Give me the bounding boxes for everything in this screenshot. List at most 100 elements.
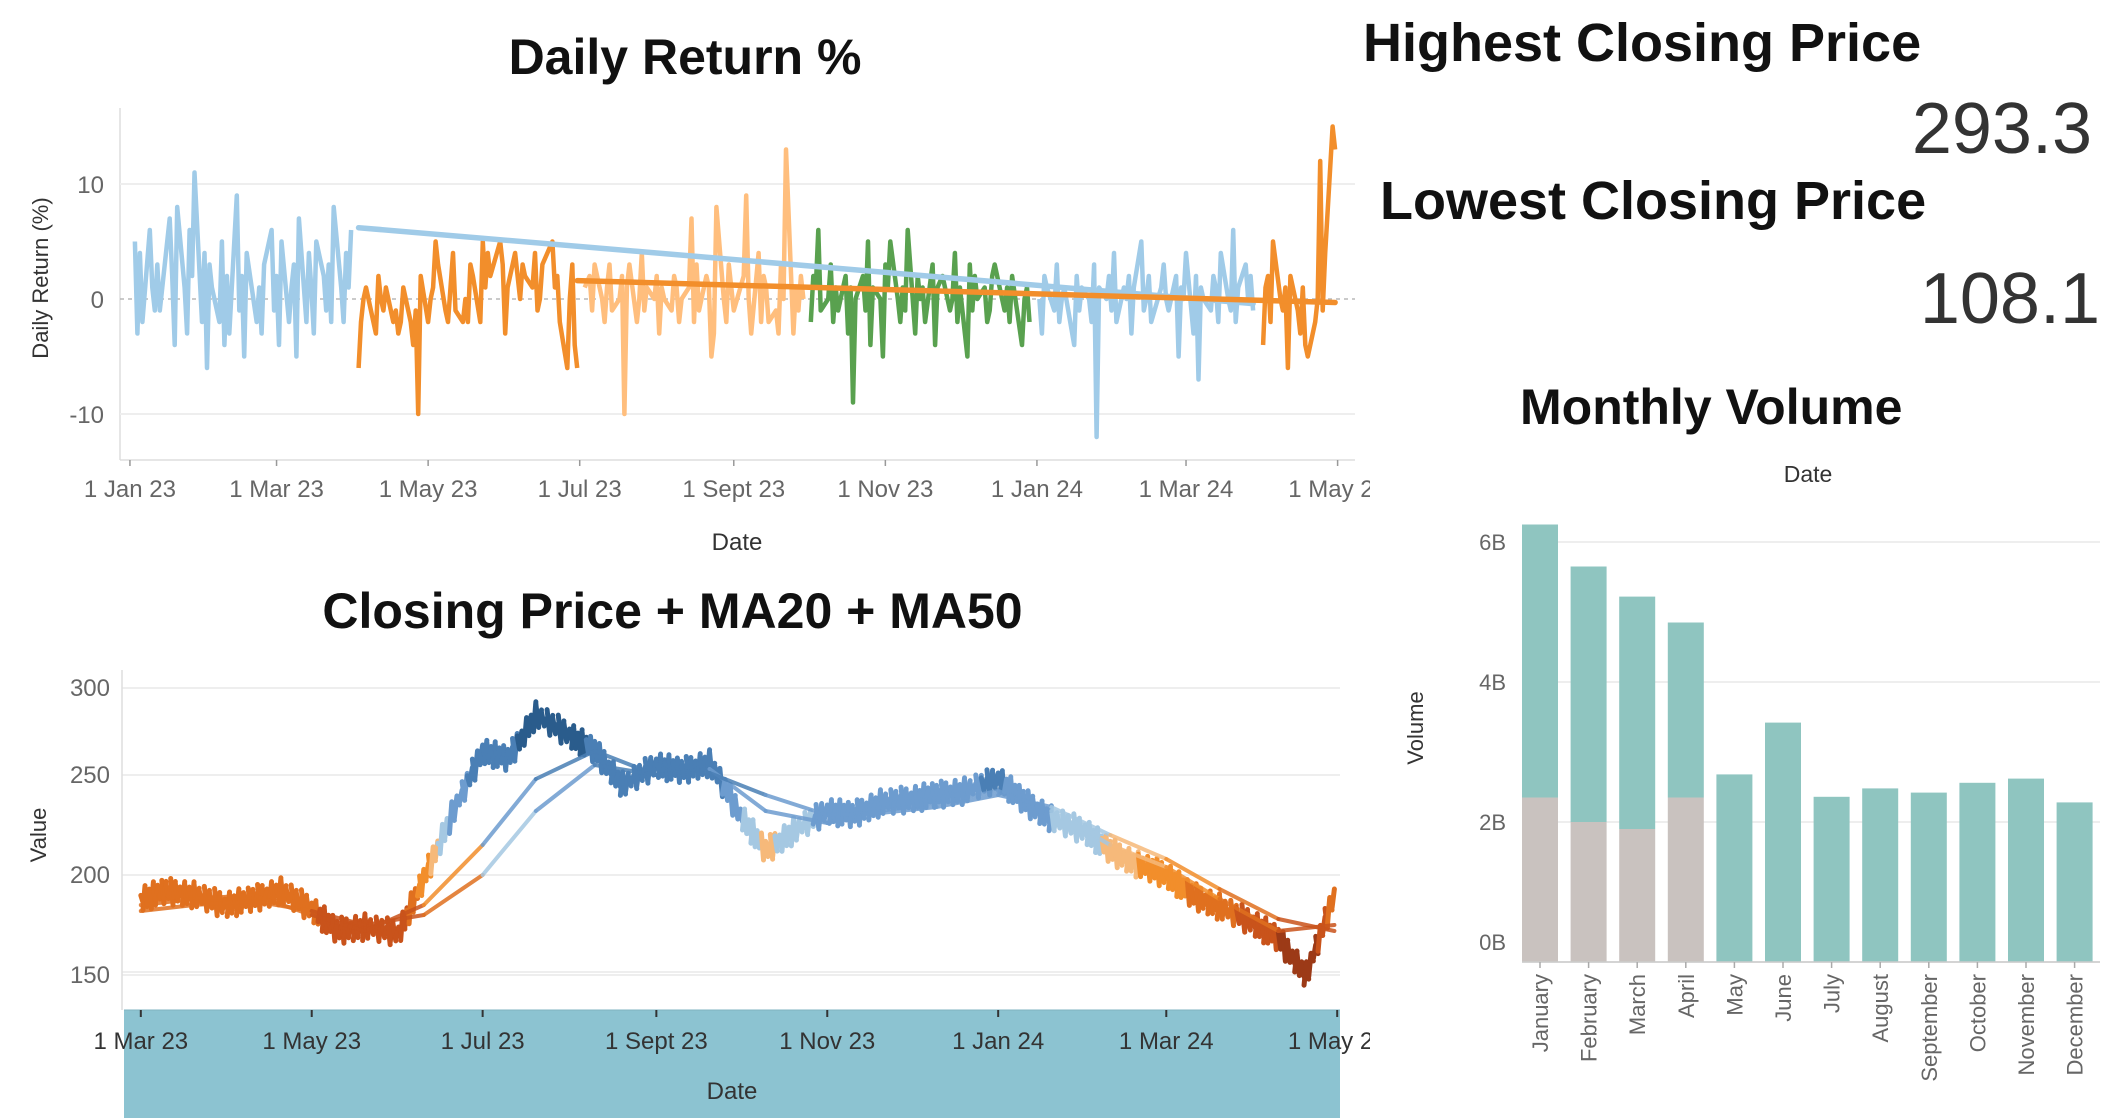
volume-bar-segment <box>1570 822 1607 962</box>
highest-closing-price-value: 293.3 <box>1911 89 2092 169</box>
ma50-segment <box>1276 917 1337 933</box>
volume-bar-segment <box>1667 797 1704 962</box>
return-series-line <box>1037 227 1256 440</box>
x-tick-label: 1 Jan 24 <box>991 476 1083 503</box>
y-axis-title: Value <box>26 808 51 863</box>
return-chart-title: Daily Return % <box>508 29 862 85</box>
return-series-line <box>132 170 354 371</box>
ma20-segment <box>533 749 597 781</box>
ma20-segment <box>192 893 255 901</box>
month-label: August <box>1868 974 1893 1043</box>
x-axis-band <box>124 1010 1340 1118</box>
highest-closing-price-label: Highest Closing Price <box>1363 13 1922 73</box>
volume-bar <box>2008 778 2044 962</box>
return-series-line <box>808 227 1032 405</box>
price-chart-panel: Closing Price + MA20 + MA50 300 250 200 … <box>0 560 1370 1118</box>
volume-bar <box>1765 722 1801 962</box>
ma20-segment <box>480 777 538 847</box>
return-series-line <box>1260 124 1338 371</box>
ma50-segment <box>480 809 538 877</box>
x-axis-title: Date <box>707 1078 758 1105</box>
return-trend-line <box>574 277 1338 306</box>
y-axis-title: Daily Return (%) <box>28 197 53 358</box>
month-label: January <box>1528 974 1553 1052</box>
ma50-segment <box>1108 833 1169 861</box>
ma20-segment <box>878 801 939 813</box>
ma20-segment <box>138 897 197 907</box>
return-trend-line <box>355 224 1256 307</box>
y-tick-label: 300 <box>70 675 110 702</box>
ma50-segment <box>1049 805 1113 837</box>
ma20-segment <box>763 809 830 825</box>
volume-chart-panel: Monthly Volume Date Volume 6B 4B 2B 0B J… <box>1370 370 2104 1118</box>
ma20-segment <box>1217 897 1281 933</box>
ma50-segment <box>934 793 1001 809</box>
ma50-segment <box>1164 857 1222 891</box>
return-series-line <box>356 239 580 417</box>
x-tick-label: 1 May 23 <box>379 476 478 503</box>
x-tick-label: 1 Sept 23 <box>605 1028 708 1055</box>
ma50-segment <box>362 913 426 927</box>
volume-bar <box>1959 782 1996 962</box>
ma50-segment <box>533 763 597 813</box>
y-tick-label: 10 <box>77 172 104 199</box>
volume-bar <box>1667 622 1704 798</box>
month-label: April <box>1674 974 1699 1018</box>
return-chart: 10 0 -10 Daily Return (%) 1 Jan 23 1 Mar … <box>28 108 1370 556</box>
month-label: December <box>2063 974 2088 1075</box>
ma50-segment <box>707 771 768 797</box>
ma20-segment <box>309 913 367 933</box>
ma50-segment <box>421 873 485 917</box>
volume-chart: Date Volume 6B 4B 2B 0B January February M… <box>1403 461 2100 1082</box>
y-tick-label: 150 <box>70 962 110 989</box>
y-tick-label: -10 <box>69 402 104 429</box>
y-tick-label: 0B <box>1479 930 1506 955</box>
y-tick-label: 6B <box>1479 530 1506 555</box>
ma20-segment <box>1108 843 1169 869</box>
y-tick-label: 250 <box>70 762 110 789</box>
x-axis-title: Date <box>712 529 763 556</box>
volume-bar-segment <box>1522 797 1558 962</box>
volume-chart-title: Monthly Volume <box>1520 379 1903 435</box>
y-tick-label: 4B <box>1479 670 1506 695</box>
lowest-closing-price-value: 108.1 <box>1919 259 2100 339</box>
ma50-segment <box>309 909 367 927</box>
volume-bar <box>1619 596 1656 829</box>
ma50-segment <box>878 805 939 815</box>
x-tick-label: 1 May 24 <box>1288 476 1370 503</box>
ma50-segment <box>996 793 1054 809</box>
month-label: May <box>1722 974 1747 1016</box>
volume-bar <box>1570 566 1607 822</box>
volume-bar <box>1862 788 1899 962</box>
x-tick-label: 1 Jul 23 <box>441 1028 525 1055</box>
month-label: June <box>1771 974 1796 1022</box>
x-tick-label: 1 Mar 23 <box>93 1028 188 1055</box>
month-label: March <box>1625 974 1650 1035</box>
ma50-segment <box>654 771 712 777</box>
volume-bar <box>2056 802 2093 962</box>
y-tick-label: 2B <box>1479 810 1506 835</box>
volume-bar <box>1522 524 1558 798</box>
ma20-segment <box>592 749 659 777</box>
x-tick-label: 1 Mar 24 <box>1139 476 1234 503</box>
x-tick-label: 1 Nov 23 <box>837 476 933 503</box>
ma50-segment <box>825 811 883 817</box>
x-tick-label: 1 Jan 24 <box>952 1028 1044 1055</box>
price-chart-title: Closing Price + MA20 + MA50 <box>322 583 1023 639</box>
ma50-segment <box>250 899 314 913</box>
ma20-segment <box>1164 865 1222 901</box>
lowest-closing-price-label: Lowest Closing Price <box>1380 171 1927 231</box>
month-label: September <box>1917 974 1942 1082</box>
ma20-segment <box>421 843 485 907</box>
ma20-segment <box>934 789 1001 805</box>
x-tick-label: 1 May 23 <box>262 1028 361 1055</box>
return-series-line <box>582 147 806 417</box>
x-tick-label: 1 Nov 23 <box>779 1028 875 1055</box>
return-chart-panel: Daily Return % 10 0 -10 Daily Return (%)… <box>0 0 1370 560</box>
ma20-segment <box>1276 923 1337 933</box>
ma50-segment <box>592 763 659 777</box>
ma20-segment <box>1049 809 1113 847</box>
ma50-segment <box>138 903 197 913</box>
x-tick-label: 1 Mar 23 <box>229 476 324 503</box>
y-tick-label: 200 <box>70 862 110 889</box>
